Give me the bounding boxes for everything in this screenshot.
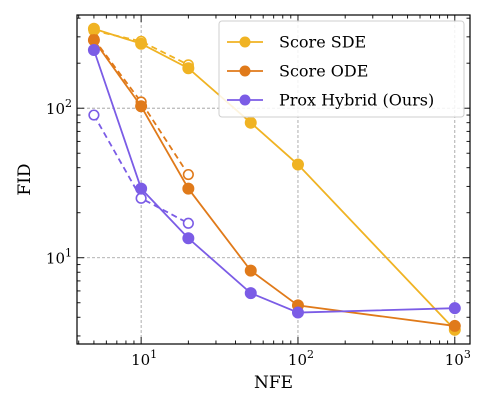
x-tick-label: 101 [131,348,157,369]
point-prox-hybrid-ours [135,182,148,195]
legend-label-score-sde: Score SDE [279,33,366,52]
point-score-ode [448,319,461,332]
dashed-line-0 [93,29,189,66]
axis-ticks: 101 102 103 101 102 [46,15,471,369]
point-prox-hybrid-ours [182,232,195,245]
point-score-ode [135,100,148,113]
hollow-point [182,217,194,229]
point-score-sde [291,158,304,171]
legend-box [218,20,465,118]
point-prox-hybrid-ours [448,302,461,315]
series-line-prox-hybrid-ours [93,49,455,314]
x-tick-label: 102 [288,348,314,369]
point-score-sde [182,62,195,75]
series-line-score-ode [93,39,455,327]
point-score-sde [244,116,257,129]
y-tick-label: 102 [46,97,72,118]
legend-label-score-ode: Score ODE [279,62,368,81]
legend-marker-score-sde [239,36,251,48]
hollow-point [182,168,194,181]
point-prox-hybrid-ours [291,306,304,319]
legend-label-prox-hybrid-ours: Prox Hybrid (Ours) [279,91,434,110]
point-score-sde [87,22,100,35]
legend: Score SDE Score ODE Prox Hybrid (Ours) [218,20,465,118]
hollow-point [135,192,147,204]
hollow-point [88,109,100,121]
legend-marker-prox-hybrid-ours [239,94,251,106]
point-score-ode [182,182,195,195]
x-axis-label: NFE [254,373,293,393]
y-tick-label: 101 [46,247,72,268]
series-layer [87,22,461,336]
legend-marker-score-ode [239,65,251,77]
point-prox-hybrid-ours [244,287,257,300]
point-score-ode [244,264,257,277]
point-prox-hybrid-ours [87,44,100,57]
x-tick-label: 103 [445,348,471,369]
y-axis-label: FID [15,163,35,195]
point-score-sde [135,37,148,50]
